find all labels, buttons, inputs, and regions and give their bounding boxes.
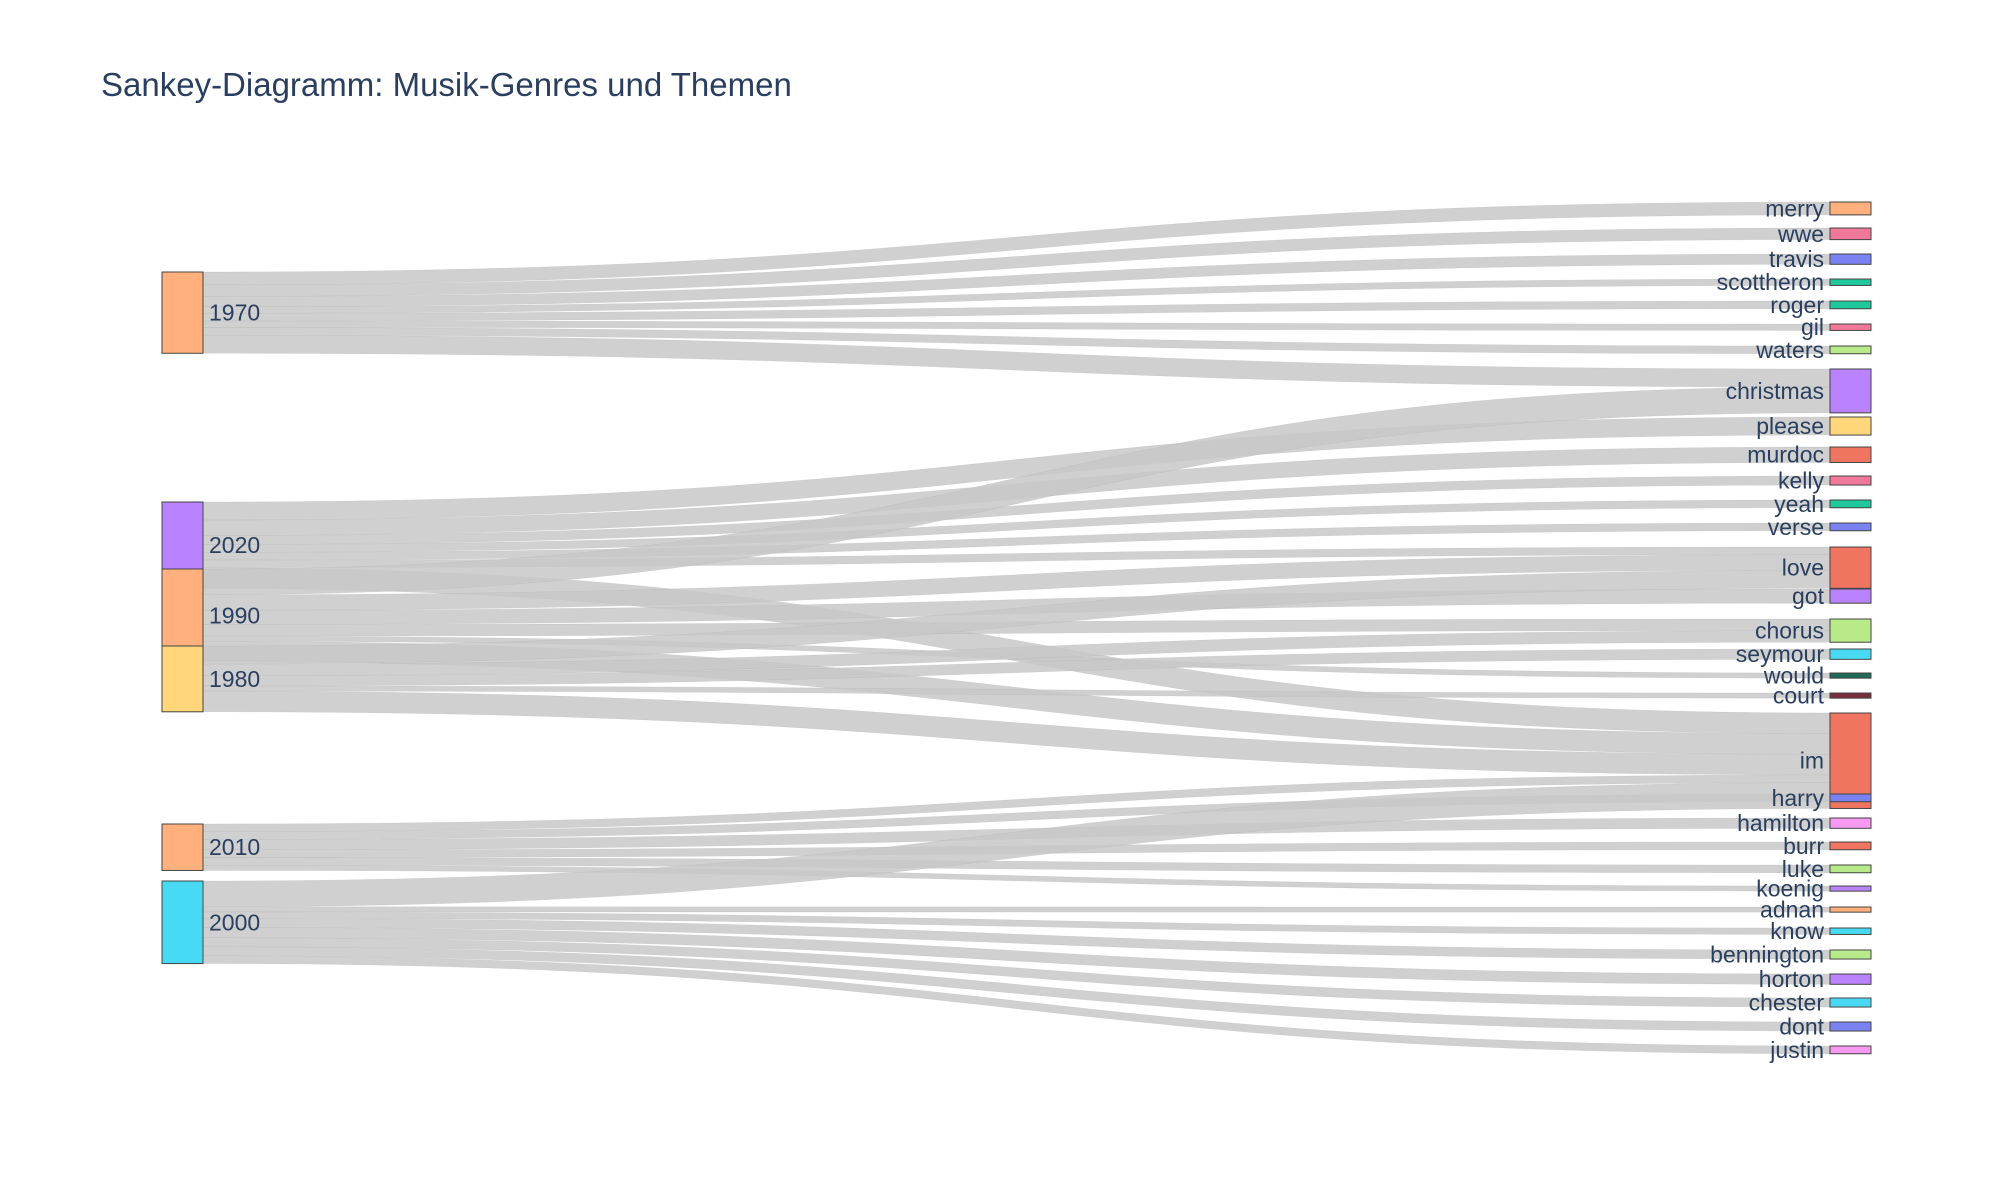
target-node-gil[interactable] bbox=[1829, 323, 1872, 331]
source-node-2010[interactable] bbox=[161, 823, 204, 871]
target-node-luke[interactable] bbox=[1829, 864, 1872, 874]
target-label-gil: gil bbox=[1801, 314, 1824, 340]
target-node-yeah[interactable] bbox=[1829, 499, 1872, 509]
target-label-know: know bbox=[1770, 918, 1824, 944]
target-node-roger[interactable] bbox=[1829, 300, 1872, 310]
target-label-seymour: seymour bbox=[1736, 641, 1825, 667]
target-node-christmas[interactable] bbox=[1829, 368, 1872, 414]
target-label-verse: verse bbox=[1768, 514, 1824, 540]
target-label-waters: waters bbox=[1755, 337, 1824, 363]
target-label-roger: roger bbox=[1770, 292, 1824, 318]
target-label-im: im bbox=[1800, 748, 1824, 774]
target-node-wwe[interactable] bbox=[1829, 227, 1872, 241]
target-node-horton[interactable] bbox=[1829, 973, 1872, 985]
target-node-chorus[interactable] bbox=[1829, 618, 1872, 643]
target-node-dont[interactable] bbox=[1829, 1021, 1872, 1032]
source-node-1970[interactable] bbox=[161, 271, 204, 354]
target-label-merry: merry bbox=[1765, 195, 1824, 221]
target-label-koenig: koenig bbox=[1756, 876, 1824, 902]
chart-title: Sankey-Diagramm: Musik-Genres und Themen bbox=[101, 66, 792, 103]
source-label-1970: 1970 bbox=[209, 300, 260, 326]
target-label-burr: burr bbox=[1783, 833, 1824, 859]
target-label-harry: harry bbox=[1772, 785, 1825, 811]
target-node-travis[interactable] bbox=[1829, 253, 1872, 265]
target-node-murdoc[interactable] bbox=[1829, 446, 1872, 463]
target-label-chorus: chorus bbox=[1755, 618, 1824, 644]
target-node-justin[interactable] bbox=[1829, 1045, 1872, 1055]
target-node-please[interactable] bbox=[1829, 416, 1872, 436]
source-node-2000[interactable] bbox=[161, 880, 204, 965]
target-label-yeah: yeah bbox=[1774, 491, 1824, 517]
target-label-got: got bbox=[1792, 583, 1825, 609]
target-node-seymour[interactable] bbox=[1829, 648, 1872, 660]
source-label-1990: 1990 bbox=[209, 602, 260, 628]
target-label-christmas: christmas bbox=[1726, 378, 1824, 404]
target-node-got[interactable] bbox=[1829, 588, 1872, 604]
target-node-verse[interactable] bbox=[1829, 522, 1872, 532]
target-label-luke: luke bbox=[1782, 856, 1824, 882]
target-node-would[interactable] bbox=[1829, 672, 1872, 679]
target-node-merry[interactable] bbox=[1829, 201, 1872, 216]
target-label-bennington: bennington bbox=[1710, 942, 1824, 968]
target-node-waters[interactable] bbox=[1829, 345, 1872, 355]
target-node-koenig[interactable] bbox=[1829, 885, 1872, 892]
target-node-bennington[interactable] bbox=[1829, 949, 1872, 960]
target-label-horton: horton bbox=[1759, 966, 1824, 992]
link-2000-adnan[interactable] bbox=[202, 906, 1831, 913]
target-label-justin: justin bbox=[1769, 1037, 1824, 1063]
source-label-2020: 2020 bbox=[209, 532, 260, 558]
target-label-murdoc: murdoc bbox=[1747, 442, 1824, 468]
target-node-kelly[interactable] bbox=[1829, 475, 1872, 486]
target-node-burr[interactable] bbox=[1829, 841, 1872, 851]
target-label-travis: travis bbox=[1769, 246, 1824, 272]
target-node-love[interactable] bbox=[1829, 546, 1872, 589]
target-label-chester: chester bbox=[1749, 990, 1825, 1016]
target-node-chester[interactable] bbox=[1829, 997, 1872, 1008]
target-label-wwe: wwe bbox=[1777, 221, 1824, 247]
target-label-hamilton: hamilton bbox=[1737, 810, 1824, 836]
links-layer bbox=[202, 201, 1831, 1054]
target-node-harry[interactable] bbox=[1829, 793, 1872, 803]
target-node-know[interactable] bbox=[1829, 927, 1872, 935]
target-node-court[interactable] bbox=[1829, 692, 1872, 699]
target-label-kelly: kelly bbox=[1778, 468, 1825, 494]
target-node-adnan[interactable] bbox=[1829, 906, 1872, 913]
target-label-please: please bbox=[1756, 413, 1824, 439]
target-node-hamilton[interactable] bbox=[1829, 817, 1872, 829]
target-label-court: court bbox=[1773, 683, 1825, 709]
target-label-love: love bbox=[1782, 555, 1824, 581]
source-label-2010: 2010 bbox=[209, 834, 260, 860]
target-label-scottheron: scottheron bbox=[1717, 269, 1824, 295]
target-label-would: would bbox=[1763, 663, 1824, 689]
source-label-2000: 2000 bbox=[209, 909, 260, 935]
target-label-adnan: adnan bbox=[1760, 897, 1824, 923]
target-node-im[interactable] bbox=[1829, 712, 1872, 809]
nodes-layer: 1970 2020 1990 1980 2010 2000 merrywwetravissc… bbox=[161, 195, 1872, 1063]
source-node-1980[interactable] bbox=[161, 645, 204, 713]
target-label-dont: dont bbox=[1779, 1014, 1824, 1040]
target-node-scottheron[interactable] bbox=[1829, 278, 1872, 286]
link-1970-merry[interactable] bbox=[202, 201, 1831, 286]
source-label-1980: 1980 bbox=[209, 666, 260, 692]
